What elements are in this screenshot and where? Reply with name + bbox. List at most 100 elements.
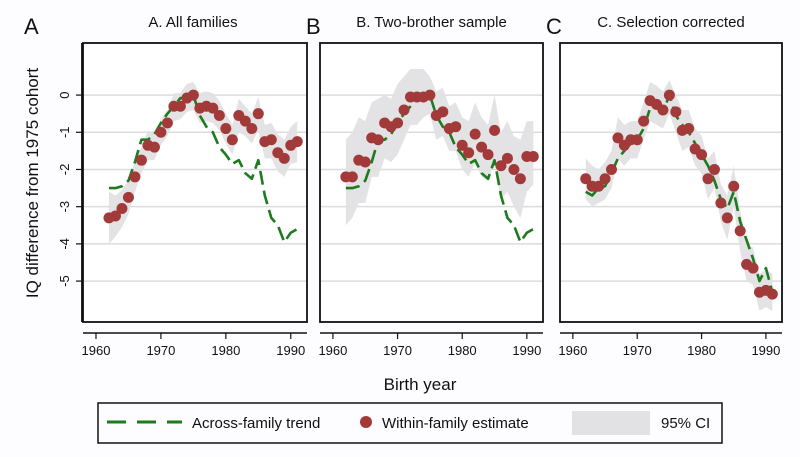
y-tick-label: -5 xyxy=(57,275,72,287)
within-family-point xyxy=(747,262,759,274)
x-tick-label: 1980 xyxy=(687,343,716,358)
within-family-point xyxy=(239,115,251,127)
panel-title: C. Selection corrected xyxy=(597,14,745,31)
panel-c: 1960 1970 1980 1990 C. Selection corrected C xyxy=(546,14,783,358)
within-family-point xyxy=(109,210,121,222)
x-tick-label: 1980 xyxy=(448,343,477,358)
within-family-point xyxy=(683,123,695,135)
within-family-point xyxy=(161,117,173,129)
within-family-point xyxy=(476,141,488,153)
within-family-point xyxy=(122,191,134,203)
within-family-point xyxy=(155,126,167,138)
within-family-point xyxy=(527,150,539,162)
legend-label-across-family: Across-family trend xyxy=(192,415,320,432)
ci-band xyxy=(345,69,534,226)
within-family-point xyxy=(508,163,520,175)
x-tick-label: 1970 xyxy=(383,343,412,358)
within-family-point xyxy=(501,152,513,164)
within-family-point xyxy=(174,100,186,112)
within-family-point xyxy=(116,203,128,215)
within-family-point xyxy=(148,141,160,153)
within-family-point xyxy=(670,106,682,118)
within-family-point xyxy=(187,89,199,101)
panel-a: 1960 1970 1980 1990 0 -1 -2 -3 -4 -5 A. All famili… xyxy=(24,14,308,358)
panel-title: B. Two-brother sample xyxy=(356,14,507,31)
panel-title: A. All families xyxy=(148,14,237,31)
plot-frame xyxy=(82,42,308,323)
x-tick-label: 1960 xyxy=(318,343,347,358)
plot-frame xyxy=(319,42,544,323)
legend-ci-swatch xyxy=(572,411,650,435)
within-family-point xyxy=(291,136,303,148)
within-family-point xyxy=(766,288,778,300)
within-family-point xyxy=(663,89,675,101)
within-family-point xyxy=(495,160,507,172)
y-tick-label: -4 xyxy=(57,238,72,250)
panel-b: 1960 1970 1980 1990 B. Two-brother sample B xyxy=(306,14,544,358)
within-family-point xyxy=(580,173,592,185)
within-family-point xyxy=(696,149,708,161)
within-family-point xyxy=(398,104,410,116)
within-family-point xyxy=(207,102,219,114)
within-family-point xyxy=(463,147,475,159)
within-family-point xyxy=(482,149,494,161)
x-tick-label: 1990 xyxy=(512,343,541,358)
within-family-point xyxy=(599,173,611,185)
within-family-point xyxy=(708,163,720,175)
within-family-point xyxy=(226,134,238,146)
within-family-point xyxy=(489,124,501,136)
within-family-point xyxy=(424,89,436,101)
within-family-point xyxy=(135,154,147,166)
x-tick-label: 1960 xyxy=(82,343,111,358)
legend-label-within-family: Within-family estimate xyxy=(382,415,529,432)
within-family-point xyxy=(702,173,714,185)
within-family-point xyxy=(605,163,617,175)
within-family-point xyxy=(638,115,650,127)
across-family-trend-line xyxy=(585,93,774,293)
within-family-point xyxy=(612,132,624,144)
within-family-point xyxy=(346,171,358,183)
within-family-point xyxy=(265,134,277,146)
x-tick-label: 1960 xyxy=(558,343,587,358)
within-family-point xyxy=(715,197,727,209)
within-family-point xyxy=(631,134,643,146)
y-tick-label: -3 xyxy=(57,201,72,213)
panel-letter: C xyxy=(546,14,562,39)
x-tick-label: 1990 xyxy=(751,343,780,358)
within-family-point xyxy=(734,225,746,237)
y-axis-label: IQ difference from 1975 cohort xyxy=(23,68,42,299)
x-tick-label: 1970 xyxy=(623,343,652,358)
within-family-point xyxy=(437,106,449,118)
within-family-point xyxy=(721,212,733,224)
y-tick-label: 0 xyxy=(57,91,72,98)
x-axis-label: Birth year xyxy=(384,375,457,394)
y-tick-label: -2 xyxy=(57,164,72,176)
within-family-point xyxy=(392,117,404,129)
legend-marker-swatch xyxy=(360,416,372,428)
within-family-point xyxy=(246,123,258,135)
within-family-point xyxy=(129,171,141,183)
within-family-point xyxy=(728,180,740,192)
within-family-point xyxy=(213,110,225,122)
legend: Across-family trend Within-family estima… xyxy=(97,402,723,444)
x-tick-label: 1990 xyxy=(276,343,305,358)
across-family-trend-line xyxy=(108,93,298,244)
within-family-point xyxy=(593,180,605,192)
plot-frame xyxy=(559,42,783,323)
y-tick-label: -1 xyxy=(57,126,72,138)
within-family-point xyxy=(359,156,371,168)
within-family-point xyxy=(469,128,481,140)
within-family-point xyxy=(278,152,290,164)
within-family-point xyxy=(657,104,669,116)
within-family-point xyxy=(372,134,384,146)
panel-letter: A xyxy=(24,14,39,39)
x-tick-label: 1980 xyxy=(211,343,240,358)
within-family-point xyxy=(456,139,468,151)
within-family-point xyxy=(450,121,462,133)
panel-letter: B xyxy=(306,14,321,39)
within-family-point xyxy=(252,108,264,120)
x-tick-label: 1970 xyxy=(146,343,175,358)
within-family-point xyxy=(220,123,232,135)
within-family-point xyxy=(514,173,526,185)
